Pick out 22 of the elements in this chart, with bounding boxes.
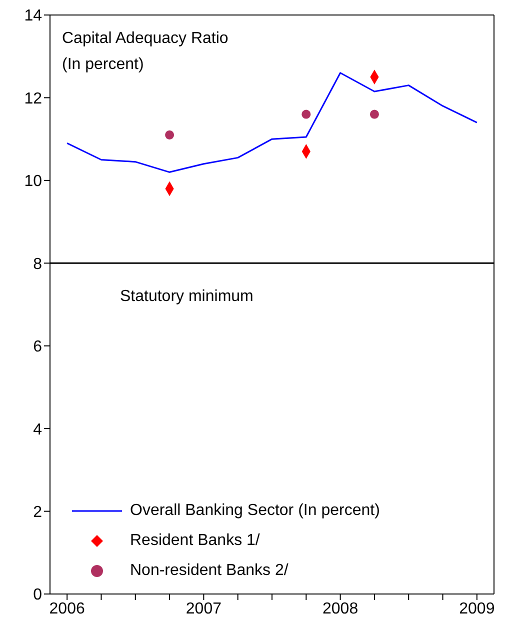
y-tick-label: 10 [24, 173, 42, 190]
text: Capital Adequacy Ratio [62, 29, 228, 49]
y-tick-label: 14 [24, 8, 42, 25]
x-tick-label: 2006 [49, 600, 85, 618]
y-tick-label: 6 [33, 338, 42, 356]
x-tick-label: 2007 [186, 600, 222, 618]
y-tick-label: 12 [24, 90, 42, 108]
text: (In percent) [62, 55, 145, 75]
x-tick-label: 2009 [459, 600, 495, 618]
point [302, 110, 311, 119]
y-tick-label: 8 [33, 256, 42, 273]
y-tick-label: 0 [33, 586, 42, 604]
ref-line-label: Statutory minimum [120, 288, 254, 306]
legend-label: Non-resident Banks 2/ [130, 561, 288, 581]
legend-label: Overall Banking Sector (In percent) [130, 501, 380, 521]
point [370, 110, 379, 119]
x-tick-label: 2008 [322, 600, 358, 618]
point [165, 130, 174, 140]
line-series [66, 72, 478, 173]
y-tick-label: 4 [33, 421, 42, 438]
y-tick-label: 2 [33, 504, 42, 521]
legend-label: Resident Banks 1/ [130, 531, 260, 551]
